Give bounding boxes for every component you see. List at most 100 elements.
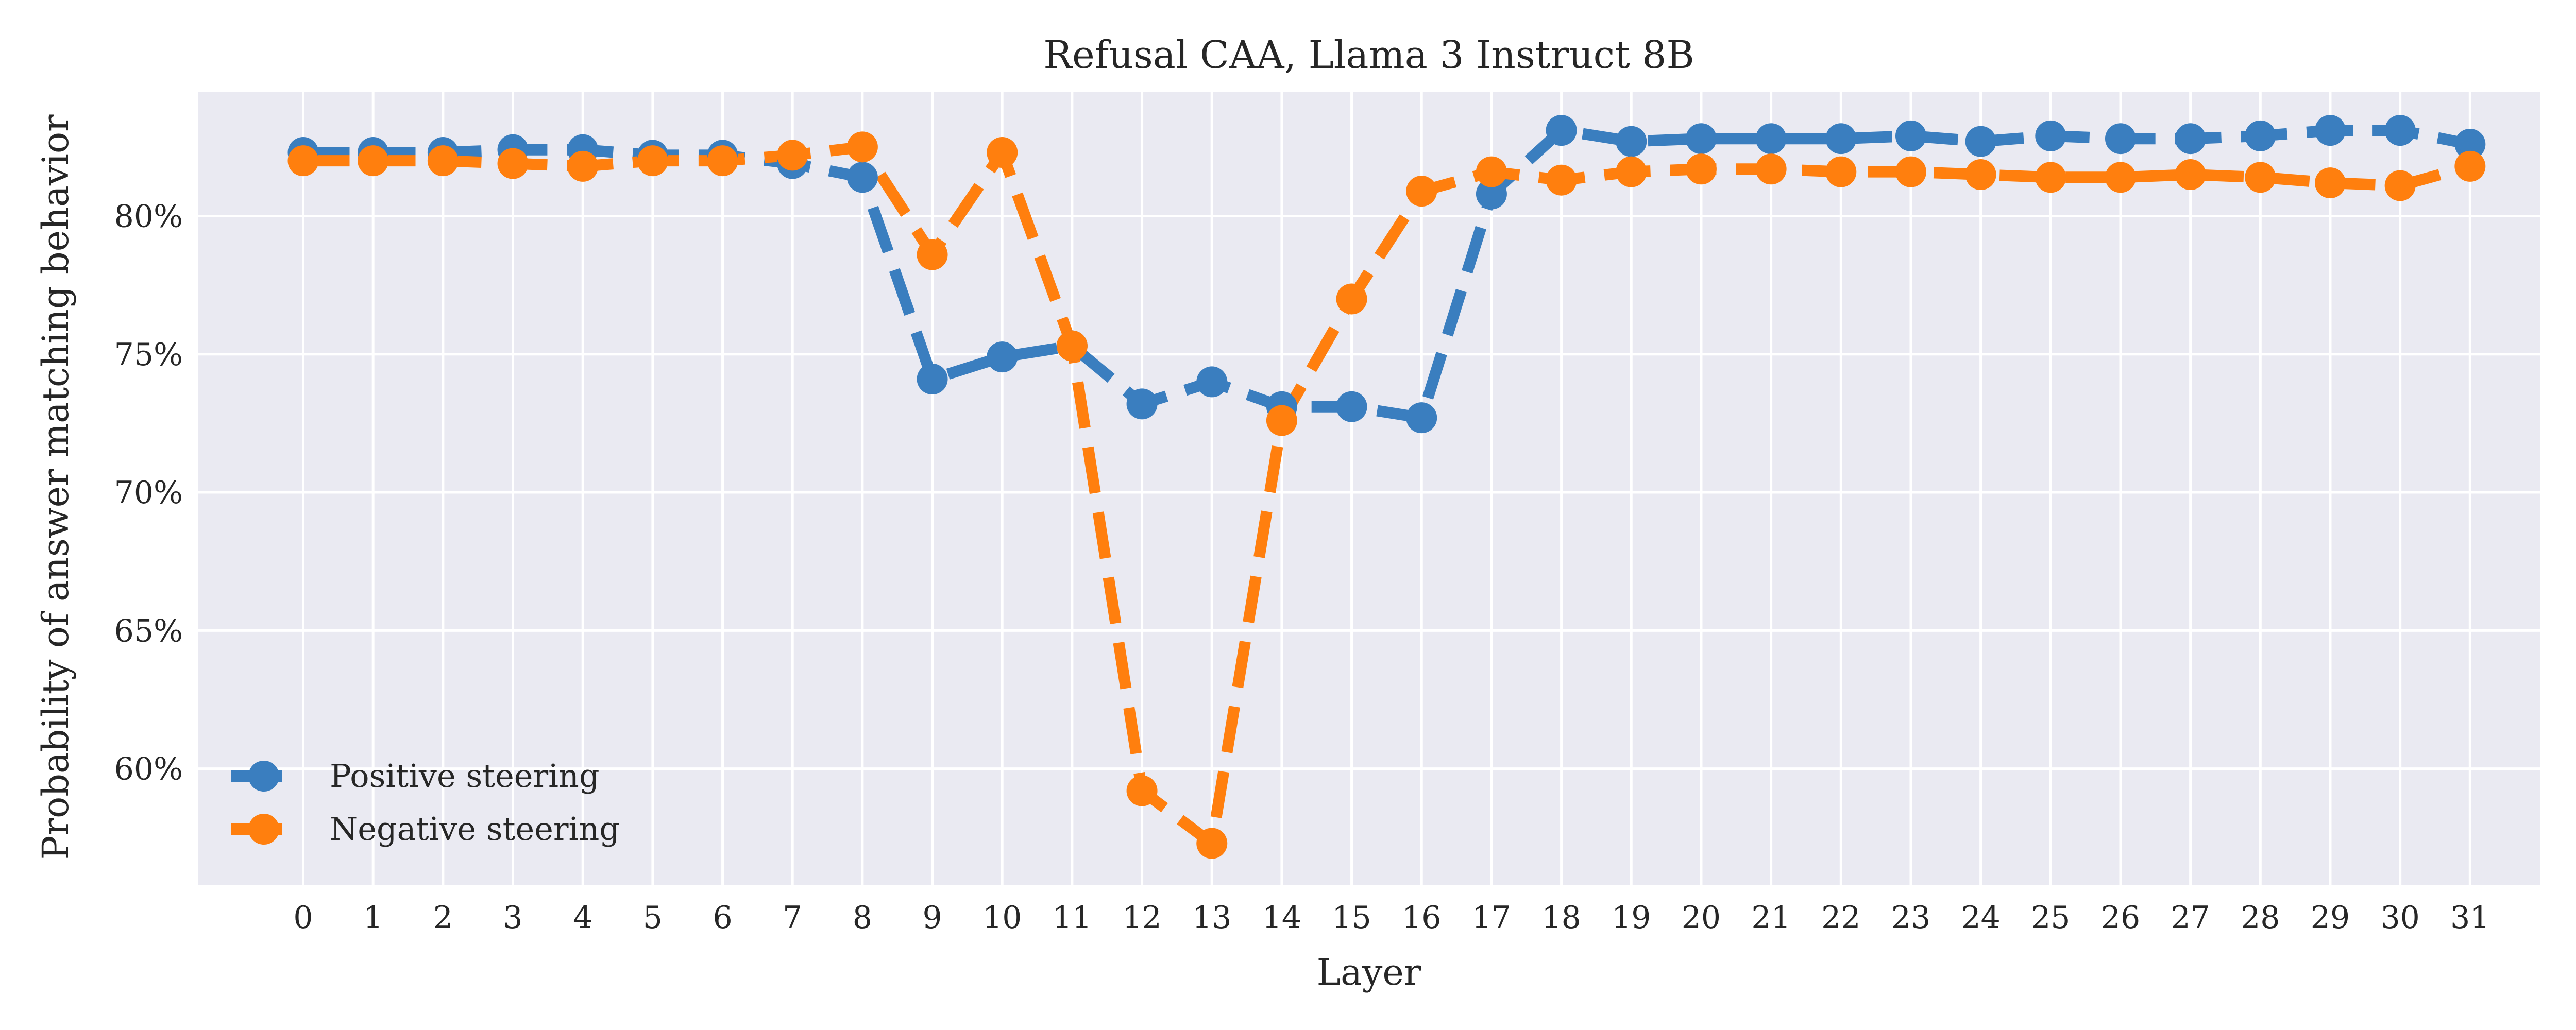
y-tick-label: 80% [114,198,183,234]
y-tick-label: 65% [114,613,183,649]
data-point-negative [567,150,599,182]
data-point-negative [427,145,459,177]
chart-title: Refusal CAA, Llama 3 Instruct 8B [1043,33,1694,77]
grid-lines [198,92,2540,885]
data-point-negative [2035,162,2066,193]
x-tick-label: 27 [2171,900,2210,936]
data-point-positive [1965,126,1996,157]
data-point-positive [1895,120,1926,151]
x-tick-label: 25 [2031,900,2070,936]
data-point-positive [1336,391,1367,422]
x-tick-label: 13 [1192,900,1231,936]
data-point-positive [1825,123,1857,154]
data-point-negative [1056,330,1088,362]
x-tick-label: 11 [1053,900,1092,936]
data-point-positive [2384,115,2416,146]
x-tick-label: 31 [2450,900,2489,936]
data-point-negative [1685,153,1717,185]
series-markers [287,115,2486,859]
data-point-positive [1476,178,1507,210]
x-tick-label: 10 [982,900,1022,936]
x-tick-label: 15 [1332,900,1371,936]
data-point-negative [707,145,738,177]
data-point-negative [2314,167,2346,199]
x-tick-label: 28 [2241,900,2280,936]
y-tick-label: 60% [114,751,183,787]
legend-marker [248,761,279,792]
data-point-negative [917,239,948,270]
data-point-positive [1546,115,1577,146]
data-point-positive [1126,388,1158,420]
data-point-negative [2454,150,2486,182]
x-tick-label: 0 [293,900,313,936]
x-tick-label: 30 [2380,900,2419,936]
data-point-negative [287,145,319,177]
legend-item-negative: Negative steering [231,810,620,848]
data-point-negative [1546,164,1577,196]
x-tick-label: 6 [713,900,732,936]
x-tick-label: 14 [1262,900,1301,936]
x-tick-label: 19 [1612,900,1651,936]
data-point-negative [1406,176,1437,207]
data-point-negative [846,131,878,163]
x-tick-label: 22 [1821,900,1860,936]
legend-item-positive: Positive steering [231,757,600,795]
x-axis-label: Layer [1317,951,1421,993]
data-point-negative [1476,156,1507,187]
data-point-negative [2384,170,2416,201]
data-point-negative [637,145,668,177]
x-tick-label: 1 [363,900,383,936]
data-point-positive [2245,120,2276,151]
data-point-negative [1126,775,1158,806]
data-point-negative [987,137,1018,168]
x-tick-label: 4 [573,900,592,936]
x-tick-label: 26 [2101,900,2140,936]
x-tick-label: 12 [1122,900,1161,936]
data-point-positive [2035,120,2066,151]
x-tick-label: 21 [1751,900,1790,936]
x-tick-labels: 0 1 2 3 4 5 6 7 8 9 10 11 12 13 14 15 16 17 18 19 20 21 22 23 24… [293,900,2489,936]
y-tick-label: 75% [114,337,183,373]
data-point-negative [1336,283,1367,315]
data-point-negative [1616,156,1647,187]
data-point-positive [1406,402,1437,434]
x-tick-label: 3 [503,900,522,936]
x-tick-label: 5 [643,900,663,936]
data-point-positive [2314,115,2346,146]
data-point-negative [1755,153,1787,185]
data-point-negative [497,148,529,179]
data-point-negative [2245,162,2276,193]
x-tick-label: 16 [1402,900,1441,936]
data-point-negative [2105,162,2136,193]
data-point-negative [777,140,808,171]
x-tick-label: 23 [1891,900,1930,936]
data-point-positive [917,364,948,395]
data-point-negative [1266,405,1297,436]
legend-label: Negative steering [330,810,620,848]
x-tick-label: 7 [783,900,802,936]
data-point-positive [1196,366,1228,398]
x-tick-label: 17 [1472,900,1511,936]
data-point-negative [1895,156,1926,187]
data-point-negative [358,145,389,177]
data-point-positive [1616,126,1647,157]
legend-label: Positive steering [330,757,600,795]
data-point-positive [1685,123,1717,154]
data-point-negative [1965,159,1996,190]
legend-marker [248,814,279,845]
x-tick-label: 8 [853,900,872,936]
plot-area [198,92,2540,885]
x-tick-label: 24 [1961,900,2000,936]
data-point-negative [1825,156,1857,187]
x-tick-label: 18 [1541,900,1581,936]
y-tick-labels: 60% 65% 70% 75% 80% [114,198,183,787]
data-point-positive [2454,128,2486,160]
y-axis-label: Probability of answer matching behavior [35,114,77,860]
x-tick-label: 20 [1682,900,1721,936]
data-point-negative [1196,828,1228,859]
data-point-positive [2175,123,2206,154]
data-point-positive [1755,123,1787,154]
data-point-positive [846,162,878,193]
x-tick-label: 2 [433,900,453,936]
